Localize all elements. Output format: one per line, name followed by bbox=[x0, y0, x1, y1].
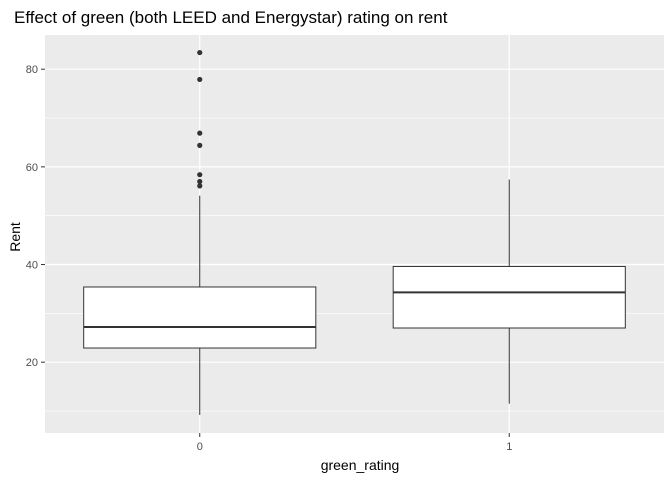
x-tick-label: 0 bbox=[197, 441, 203, 453]
y-axis-title: Rent bbox=[7, 222, 23, 252]
plot-panel bbox=[45, 35, 664, 433]
y-tick-label: 60 bbox=[26, 162, 38, 174]
outlier-point bbox=[197, 130, 203, 136]
box-iqr bbox=[392, 265, 626, 329]
boxplot-0 bbox=[83, 49, 317, 415]
outlier-point bbox=[197, 76, 203, 83]
outlier-point bbox=[197, 142, 203, 148]
boxplot-1 bbox=[392, 179, 626, 404]
y-axis: 20 40 60 80 bbox=[26, 64, 45, 369]
outlier-point bbox=[197, 49, 203, 56]
chart-title: Effect of green (both LEED and Energysta… bbox=[14, 8, 448, 27]
box-iqr bbox=[83, 286, 317, 349]
x-tick-label: 1 bbox=[506, 441, 512, 453]
x-axis-title: green_rating bbox=[321, 457, 400, 473]
boxplots bbox=[83, 49, 626, 415]
y-tick-label: 20 bbox=[26, 357, 38, 369]
outlier-point bbox=[197, 172, 203, 178]
y-tick-label: 40 bbox=[26, 260, 38, 272]
y-tick-label: 80 bbox=[26, 64, 38, 76]
outlier-point bbox=[197, 178, 203, 185]
outlier-point bbox=[197, 183, 203, 189]
